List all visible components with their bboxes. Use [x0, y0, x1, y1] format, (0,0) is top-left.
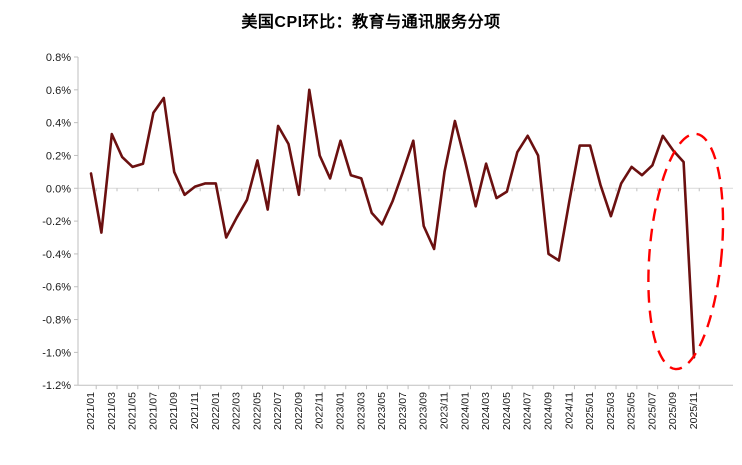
x-axis-tick-label: 2023/09 [418, 392, 430, 430]
x-axis-tick-label: 2024/03 [480, 392, 492, 430]
x-axis-tick-label: 2024/01 [459, 392, 471, 430]
x-axis-tick-label: 2021/05 [127, 392, 139, 430]
chart-title: 美国CPI环比：教育与通讯服务分项 [241, 14, 501, 31]
x-axis-tick-label: 2021/09 [168, 392, 180, 430]
y-axis-tick-label: 0.4% [46, 118, 71, 130]
x-axis-tick-label: 2021/11 [189, 392, 201, 429]
x-axis-tick-label: 2023/03 [355, 392, 367, 430]
x-axis-tick-label: 2022/09 [293, 392, 305, 430]
x-axis-tick-label: 2024/05 [501, 392, 513, 430]
y-axis-tick-label: 0.8% [46, 52, 71, 64]
x-axis-tick-label: 2022/07 [272, 392, 284, 430]
y-axis-tick-label: -1.2% [42, 380, 71, 392]
x-axis-tick-label: 2025/07 [646, 392, 658, 430]
x-axis-tick-label: 2021/03 [106, 392, 118, 430]
y-axis-tick-label: -0.8% [42, 315, 71, 327]
x-axis-tick-label: 2022/05 [251, 392, 263, 430]
x-axis-tick-label: 2023/01 [335, 392, 347, 430]
x-axis-tick-label: 2023/05 [376, 392, 388, 430]
highlight-ellipse [647, 132, 725, 371]
x-axis-tick-label: 2025/05 [626, 392, 638, 430]
x-axis-tick-label: 2022/01 [210, 392, 222, 430]
y-axis-tick-label: 0.6% [46, 85, 71, 97]
y-axis-tick-label: -0.2% [42, 216, 71, 228]
x-axis-tick-label: 2025/11 [688, 392, 700, 429]
x-axis-tick-label: 2023/07 [397, 392, 409, 430]
y-axis-tick-label: 0.2% [46, 150, 71, 162]
y-axis-tick-label: -0.4% [42, 249, 71, 261]
x-axis-tick-label: 2024/11 [563, 392, 575, 429]
y-axis-tick-label: 0.0% [46, 183, 71, 195]
y-axis-tick-label: -0.6% [42, 282, 71, 294]
x-axis-tick-label: 2022/03 [231, 392, 243, 430]
x-axis-tick-label: 2025/09 [667, 392, 679, 430]
x-axis-tick-label: 2025/01 [584, 392, 596, 430]
y-axis-tick-label: -1.0% [42, 347, 71, 359]
cpi-mom-line [89, 88, 696, 359]
x-axis-tick-label: 2023/11 [438, 392, 450, 429]
x-axis-tick-label: 2021/01 [85, 392, 97, 430]
x-axis-tick-label: 2021/07 [147, 392, 159, 430]
x-axis-tick-label: 2022/11 [314, 392, 326, 429]
x-axis-tick-label: 2024/07 [522, 392, 534, 430]
x-axis-tick-label: 2025/03 [605, 392, 617, 430]
x-axis-tick-label: 2024/09 [542, 392, 554, 430]
